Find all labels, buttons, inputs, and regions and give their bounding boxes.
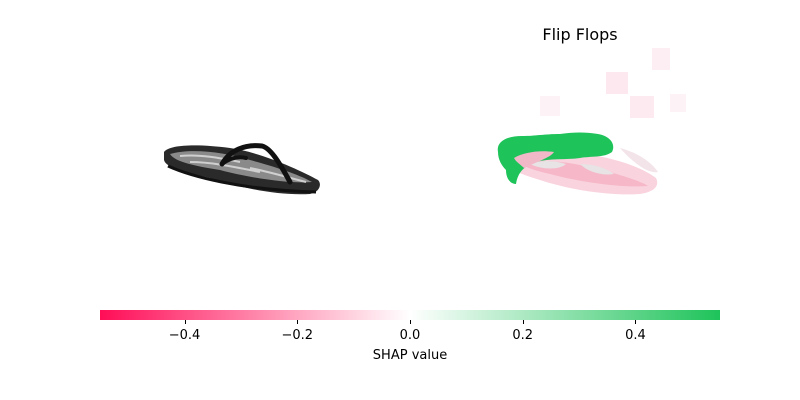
colorbar-tick [635,320,637,324]
colorbar: −0.4 −0.2 0.0 0.2 0.4 SHAP value [100,310,720,370]
colorbar-tick-label: 0.4 [625,328,646,343]
shap-patch [670,94,686,112]
colorbar-label: SHAP value [372,348,448,363]
colorbar-tick [410,320,411,324]
shap-patch [652,48,670,70]
shap-patch [630,96,654,118]
colorbar-tick [297,320,299,324]
colorbar-tick-label: −0.2 [281,328,314,343]
shap-region-positive [497,132,614,184]
input-image [130,110,350,230]
colorbar-tick [184,320,186,324]
chart-title: Flip Flops [542,25,618,44]
colorbar-tick-label: 0.0 [399,328,421,343]
shap-patch [606,72,628,94]
colorbar-tick-label: −0.4 [168,328,201,343]
shap-overlay [470,40,700,230]
colorbar-tick-label: 0.2 [512,328,534,343]
shap-patch [540,96,560,116]
colorbar-gradient [100,310,720,320]
colorbar-tick [522,320,524,324]
shap-heatmap [497,48,686,195]
flip-flop-image [164,143,320,195]
